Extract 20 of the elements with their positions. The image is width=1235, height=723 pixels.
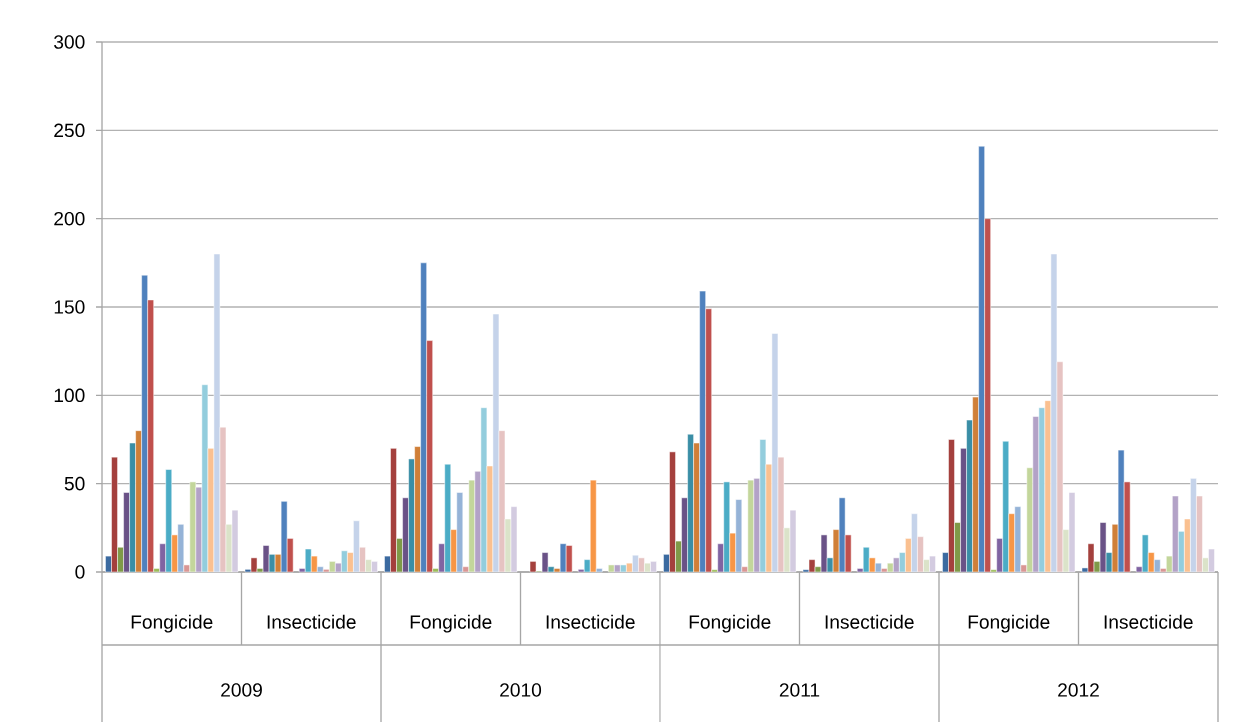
y-tick-label: 250 (54, 123, 85, 138)
x-tick-label: Insecticide (825, 614, 914, 629)
y-tick-label: 50 (64, 477, 85, 491)
text: 2012 (1058, 683, 1099, 697)
text: 2009 (221, 683, 262, 697)
text: 2011 (779, 683, 820, 697)
x-tick-label: Insecticide (546, 614, 635, 629)
x-tick-label: Insecticide (1104, 614, 1193, 629)
x-tick-label: Fongicide (410, 614, 492, 633)
text: 2010 (500, 683, 542, 697)
y-tick-label: 300 (54, 35, 85, 49)
x-tick-label: Fongicide (968, 614, 1050, 633)
y-tick-label: 200 (54, 212, 85, 226)
y-tick-label: 100 (54, 388, 85, 403)
x-tick-label: Insecticide (267, 614, 356, 629)
x-tick-label: Fongicide (131, 614, 213, 633)
x-tick-label: Fongicide (689, 614, 771, 633)
y-tick-label: 150 (54, 300, 85, 314)
bar (529, 561, 537, 573)
y-tick-label: 0 (75, 565, 85, 579)
